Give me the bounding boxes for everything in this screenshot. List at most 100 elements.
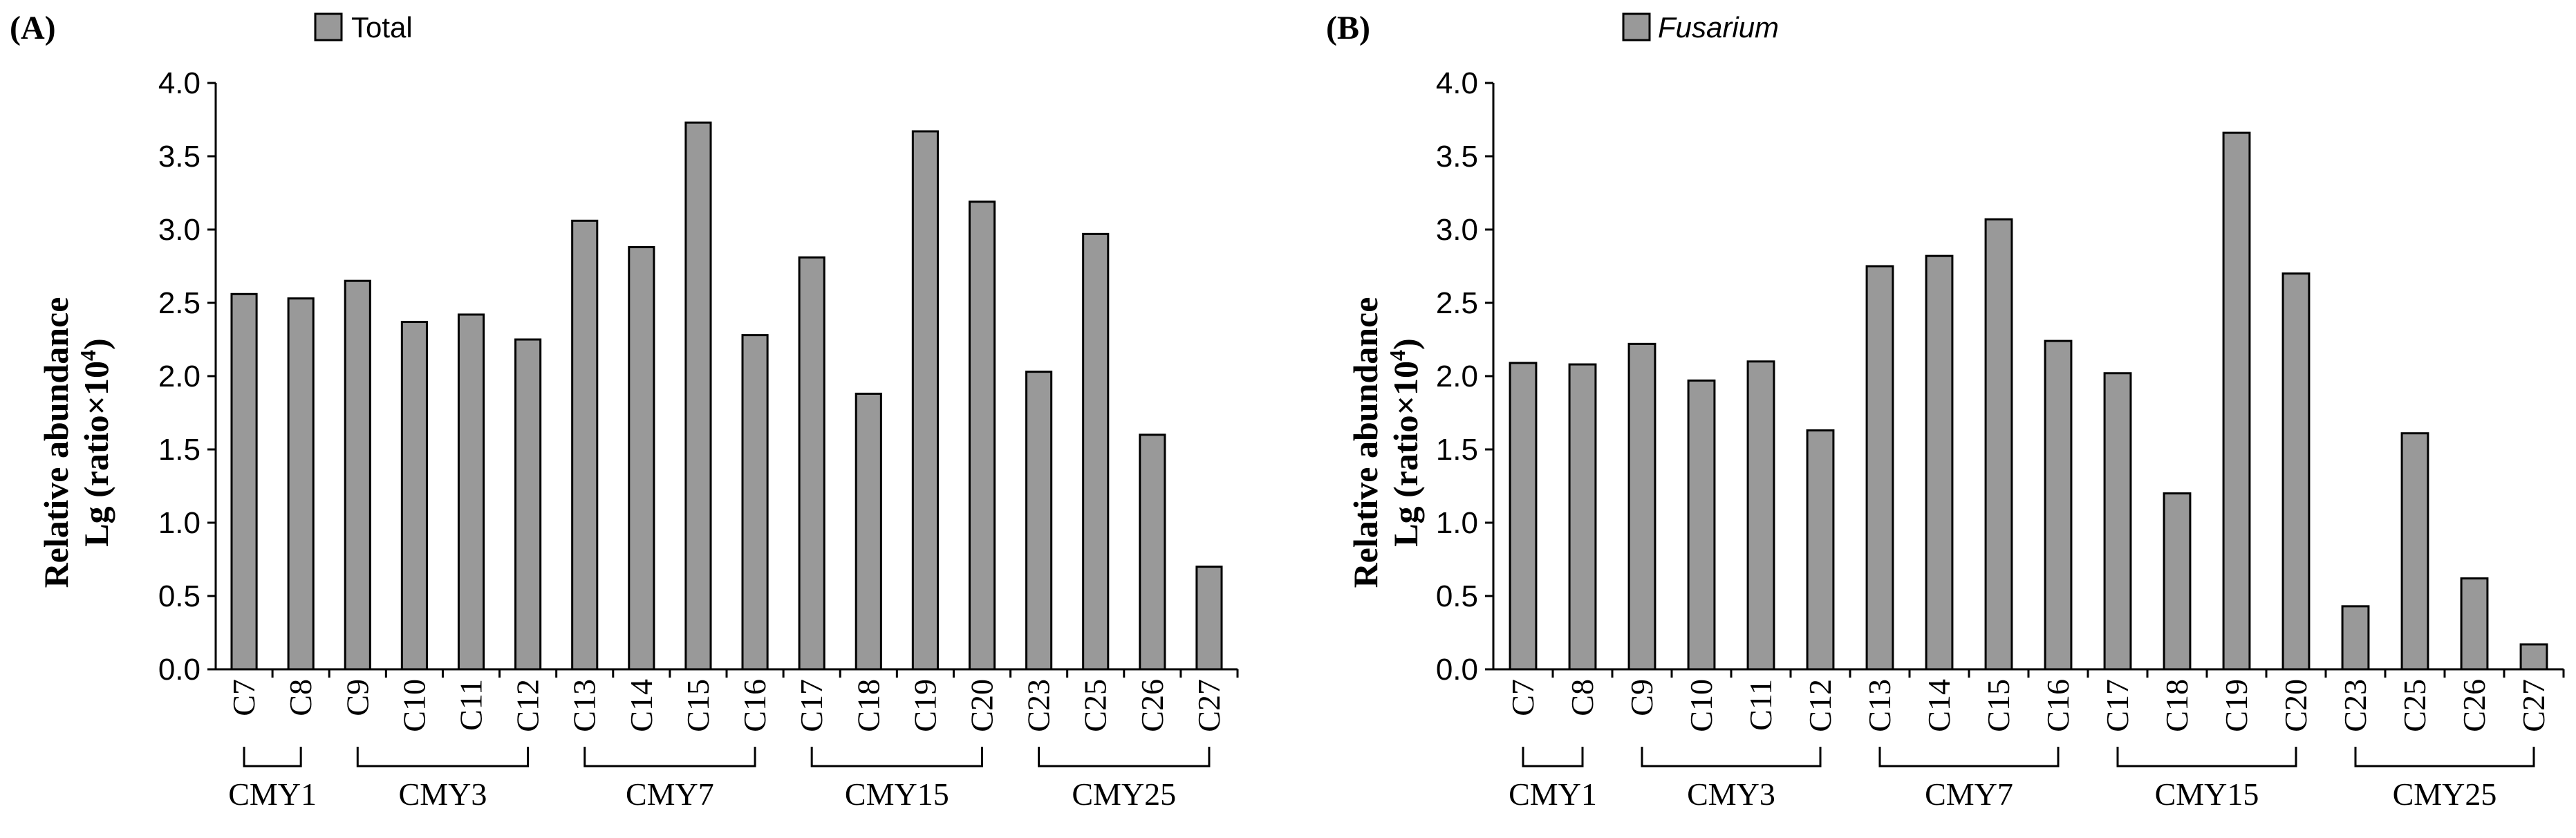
group-label: CMY3 xyxy=(399,776,487,812)
bar-c19 xyxy=(911,130,939,671)
group-bracket xyxy=(2354,747,2535,767)
bar-c14 xyxy=(1925,254,1954,671)
bar-c18 xyxy=(855,392,882,671)
group-label: CMY7 xyxy=(626,776,714,812)
bar-c15 xyxy=(684,121,712,671)
panel-a: (A) Total Relative abundance Lg (ratio×1… xyxy=(10,10,1239,812)
y-axis-title: Relative abundance Lg (ratio×104) xyxy=(37,297,115,588)
bar-c9 xyxy=(1627,342,1656,671)
y-tick-label: 0.0 xyxy=(1436,653,1478,687)
category-label: C10 xyxy=(1683,679,1719,732)
bar-c10 xyxy=(1687,379,1716,671)
bar-c17 xyxy=(798,256,825,671)
category-label: C8 xyxy=(283,679,318,716)
y-tick-label: 3.5 xyxy=(158,140,200,174)
plot-area: 0.0 0.5 1.0 1.5 2.0 2.5 3.0 3.5 4.0 C7 C8 C9 C10 C11 C… xyxy=(1436,66,2565,812)
y-tick-label: 1.0 xyxy=(1436,506,1478,540)
category-label: C23 xyxy=(1021,679,1056,732)
category-label: C20 xyxy=(2278,679,2313,732)
y-tick-label: 0.0 xyxy=(158,653,200,687)
plot-area: 0.0 0.5 1.0 1.5 2.0 2.5 3.0 3.5 4.0 C7 C8 C9 C10 C11 C… xyxy=(158,66,1239,812)
category-label: C26 xyxy=(2456,679,2492,732)
category-label: C9 xyxy=(339,679,375,716)
panel-b: (B) Fusarium Relative abundance Lg (rati… xyxy=(1326,10,2565,812)
y-tick-label: 1.0 xyxy=(158,506,200,540)
bar-c26 xyxy=(2460,577,2489,671)
category-label: C16 xyxy=(737,679,772,732)
bar-c14 xyxy=(628,245,655,671)
bar-c17 xyxy=(2103,372,2132,671)
category-label: C9 xyxy=(1624,679,1659,716)
y-tick-label: 2.0 xyxy=(1436,360,1478,393)
group-bracket xyxy=(810,747,983,767)
category-label: C15 xyxy=(1981,679,2016,732)
y-axis-title-line2: Lg (ratio×104) xyxy=(1385,338,1425,546)
category-label: C12 xyxy=(510,679,545,732)
group-label: CMY1 xyxy=(1509,776,1597,812)
bar-c25 xyxy=(2400,432,2429,671)
bar-c13 xyxy=(1865,265,1894,671)
category-label: C12 xyxy=(1802,679,1838,732)
y-tick-label: 0.5 xyxy=(158,579,200,613)
category-label: C11 xyxy=(454,679,489,731)
category-label: C10 xyxy=(396,679,431,732)
bar-c23 xyxy=(1025,371,1053,671)
category-label: C25 xyxy=(1078,679,1113,732)
group-bracket xyxy=(1878,747,2060,767)
bar-c18 xyxy=(2163,492,2192,671)
y-tick-label: 3.0 xyxy=(1436,213,1478,247)
panel-label: (A) xyxy=(10,10,56,46)
y-tick-label: 4.0 xyxy=(1436,66,1478,100)
legend-swatch xyxy=(314,12,343,41)
group-label: CMY1 xyxy=(228,776,317,812)
bar-c13 xyxy=(571,219,599,671)
bar-c10 xyxy=(400,321,428,671)
legend-label: Fusarium xyxy=(1658,11,1779,44)
bar-c16 xyxy=(741,334,769,671)
y-tick-label: 4.0 xyxy=(158,66,200,100)
bar-c20 xyxy=(968,201,996,671)
group-bracket xyxy=(584,747,756,767)
category-label: C27 xyxy=(1191,679,1226,732)
y-tick-label: 2.0 xyxy=(158,360,200,393)
group-label: CMY7 xyxy=(1925,776,2013,812)
group-bracket xyxy=(1038,747,1211,767)
y-tick-label: 0.5 xyxy=(1436,579,1478,613)
group-bracket xyxy=(356,747,530,767)
group-bracket xyxy=(2116,747,2297,767)
category-label: C19 xyxy=(2219,679,2254,732)
group-label: CMY3 xyxy=(1687,776,1775,812)
category-label: C18 xyxy=(2159,679,2194,732)
bar-c15 xyxy=(1984,218,2013,671)
bar-c27 xyxy=(2519,643,2548,671)
group-bracket xyxy=(1641,747,1822,767)
bar-c8 xyxy=(1568,363,1597,671)
bar-c8 xyxy=(287,297,315,671)
bar-c12 xyxy=(514,338,542,671)
y-tick-label: 2.5 xyxy=(1436,286,1478,320)
y-tick-label: 1.5 xyxy=(158,433,200,467)
bar-c26 xyxy=(1139,434,1166,671)
category-label: C13 xyxy=(567,679,602,732)
group-label: CMY25 xyxy=(1072,776,1176,812)
legend-swatch xyxy=(1622,12,1651,41)
category-label: C20 xyxy=(964,679,1000,732)
y-tick-label: 1.5 xyxy=(1436,433,1478,467)
panel-label: (B) xyxy=(1326,10,1370,46)
category-label: C26 xyxy=(1135,679,1170,732)
bar-c25 xyxy=(1082,232,1110,671)
category-label: C17 xyxy=(794,679,829,732)
y-tick-label: 3.5 xyxy=(1436,140,1478,174)
y-axis-title-line1: Relative abundance xyxy=(1346,297,1385,588)
y-axis-title: Relative abundance Lg (ratio×104) xyxy=(1346,297,1425,588)
y-axis-title-line1: Relative abundance xyxy=(37,297,75,588)
bar-c11 xyxy=(457,313,485,671)
category-label: C14 xyxy=(1921,679,1957,732)
bar-c19 xyxy=(2222,131,2251,671)
bar-c12 xyxy=(1806,429,1835,671)
y-tick-label: 2.5 xyxy=(158,286,200,320)
y-axis-title-line2: Lg (ratio×104) xyxy=(75,338,115,546)
category-label: C23 xyxy=(2337,679,2373,732)
category-label: C18 xyxy=(850,679,886,732)
